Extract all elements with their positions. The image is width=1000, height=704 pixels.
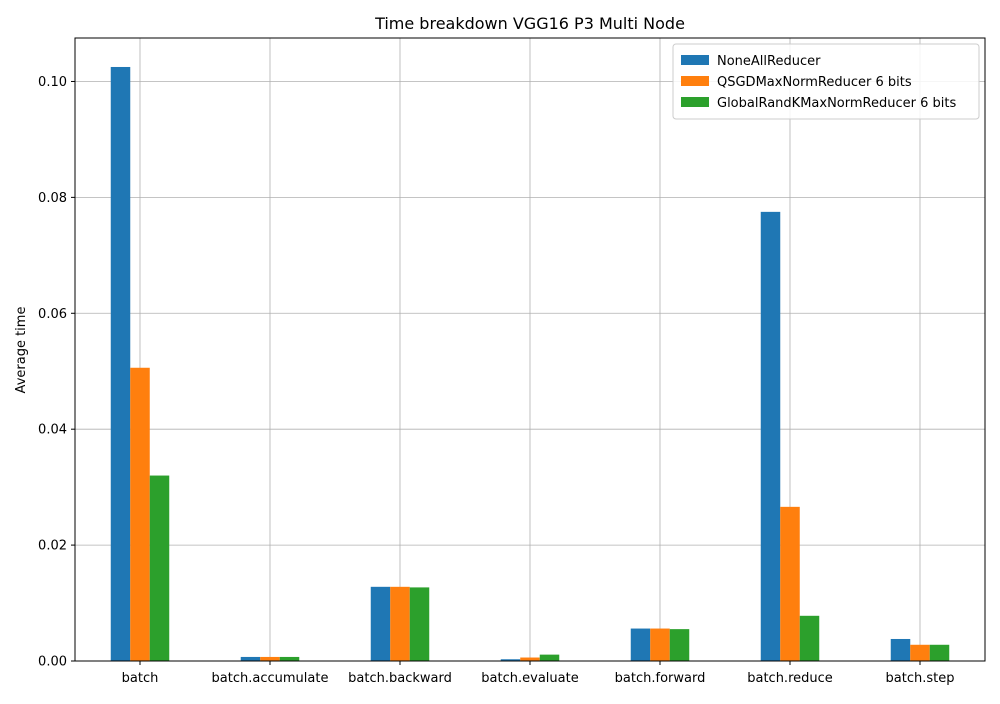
y-tick-label: 0.08 bbox=[38, 191, 67, 206]
x-tick-label: batch.accumulate bbox=[212, 671, 329, 686]
bar bbox=[650, 628, 670, 661]
legend: NoneAllReducer QSGDMaxNormReducer 6 bits G… bbox=[672, 43, 980, 120]
x-tick-label: batch.forward bbox=[615, 671, 706, 686]
ticks-layer: 0.00 0.02 0.04 0.06 0.08 0.10 batch batch.accum… bbox=[38, 75, 954, 686]
x-tick-label: batch bbox=[122, 671, 159, 686]
bar bbox=[390, 586, 410, 661]
bar bbox=[500, 659, 521, 661]
y-tick-label: 0.06 bbox=[38, 307, 67, 322]
legend-swatch bbox=[681, 76, 709, 86]
grid-layer bbox=[75, 38, 985, 662]
bar bbox=[910, 644, 930, 661]
y-tick-label: 0.00 bbox=[38, 655, 67, 670]
bar bbox=[630, 628, 651, 661]
bar bbox=[370, 586, 391, 661]
bar bbox=[149, 475, 170, 661]
legend-label: QSGDMaxNormReducer 6 bits bbox=[717, 75, 912, 90]
y-tick-label: 0.04 bbox=[38, 423, 67, 438]
y-tick-label: 0.02 bbox=[38, 539, 67, 554]
bar bbox=[780, 506, 800, 661]
bar bbox=[760, 211, 781, 661]
x-tick-label: batch.reduce bbox=[747, 671, 833, 686]
bar bbox=[539, 654, 560, 661]
chart-title: Time breakdown VGG16 P3 Multi Node bbox=[374, 14, 685, 33]
bars-layer bbox=[110, 66, 950, 661]
x-tick-label: batch.step bbox=[886, 671, 955, 686]
bar bbox=[520, 657, 540, 661]
bar bbox=[929, 644, 950, 661]
y-axis-label: Average time bbox=[14, 307, 29, 394]
legend-box bbox=[672, 43, 980, 120]
bar bbox=[409, 587, 430, 661]
bar bbox=[130, 367, 150, 661]
bar bbox=[799, 615, 820, 661]
legend-swatch bbox=[681, 97, 709, 107]
bar bbox=[279, 656, 300, 661]
bar bbox=[669, 629, 690, 661]
bar bbox=[110, 66, 131, 661]
y-tick-label: 0.10 bbox=[38, 75, 67, 90]
bar bbox=[260, 656, 280, 661]
bar bbox=[240, 656, 261, 661]
bar bbox=[890, 638, 911, 661]
legend-label: GlobalRandKMaxNormReducer 6 bits bbox=[717, 96, 956, 111]
x-tick-label: batch.evaluate bbox=[481, 671, 578, 686]
legend-label: NoneAllReducer bbox=[717, 54, 821, 69]
legend-swatch bbox=[681, 55, 709, 65]
x-tick-label: batch.backward bbox=[348, 671, 452, 686]
